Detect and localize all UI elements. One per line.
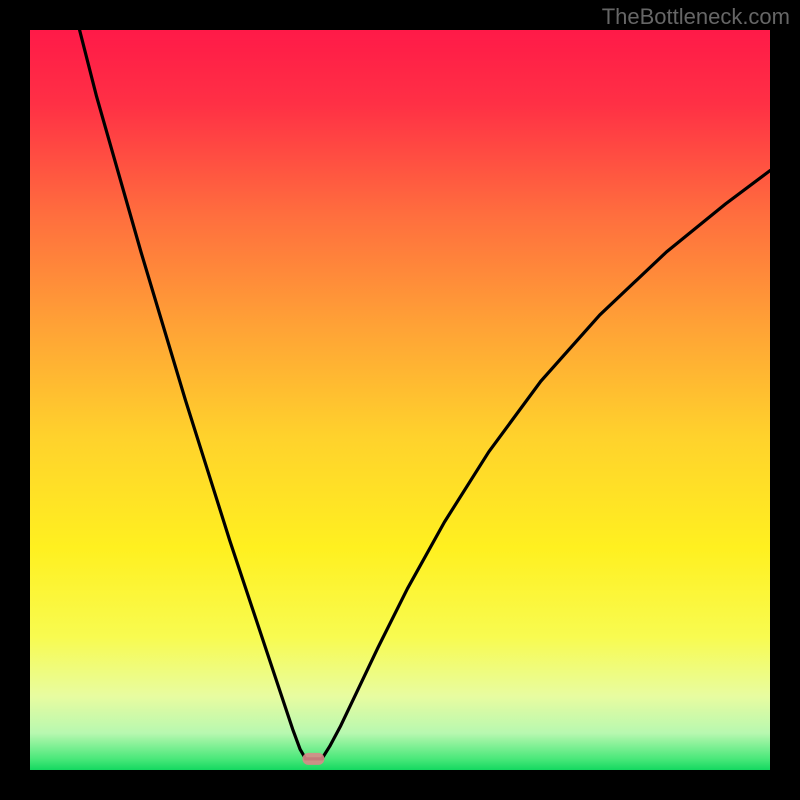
bottleneck-chart (0, 0, 800, 800)
watermark-text: TheBottleneck.com (602, 4, 790, 30)
bottleneck-marker (302, 753, 324, 765)
plot-area (30, 30, 770, 770)
chart-container: TheBottleneck.com (0, 0, 800, 800)
